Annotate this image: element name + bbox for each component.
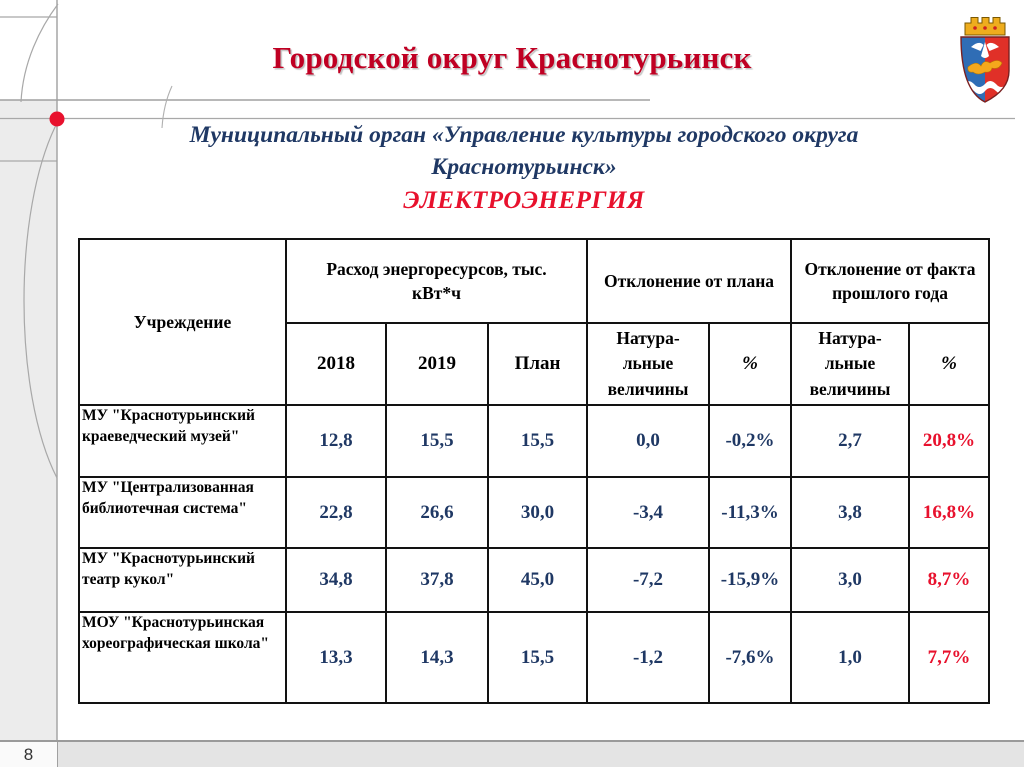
value-2018: 34,8	[285, 547, 387, 614]
institution-name: МУ "Централизованная библиотечная систем…	[78, 476, 287, 550]
value-plan: 15,5	[486, 611, 589, 705]
institution-name: МОУ "Краснотурьинская хореографическая ш…	[78, 611, 287, 705]
header-natural-fact: Натура-льные величины	[790, 321, 911, 407]
value-2019: 26,6	[385, 476, 489, 550]
value-2018: 22,8	[285, 476, 387, 550]
header-plan-deviation-group: Отклонение от плана	[586, 238, 793, 324]
deviation-plan-percent: -11,3%	[708, 476, 793, 550]
crown-gem	[973, 26, 977, 30]
deviation-plan-natural: -1,2	[586, 611, 711, 705]
marten-icon	[967, 60, 1003, 75]
deviation-fact-percent: 8,7%	[908, 547, 991, 614]
value-plan: 30,0	[486, 476, 589, 550]
value-2018: 12,8	[285, 404, 387, 479]
energy-consumption-table: Учреждение Расход энергоресурсов, тыс. к…	[78, 237, 991, 705]
deco-arc-small	[161, 85, 173, 129]
page-number: 8	[23, 744, 34, 764]
table-header-row-columns: 2018 2019 План Натура-льные величины % Н…	[79, 321, 991, 407]
wave-icon	[963, 81, 1007, 94]
header-2018: 2018	[285, 321, 387, 407]
table-row: МОУ "Краснотурьинская хореографическая ш…	[78, 611, 991, 705]
deviation-fact-natural: 3,8	[790, 476, 911, 550]
value-2019: 37,8	[385, 547, 489, 614]
header-percent-fact: %	[908, 321, 991, 407]
deco-arc-big	[23, 122, 58, 479]
deco-arc-top	[20, 3, 59, 103]
deviation-fact-natural: 3,0	[790, 547, 911, 614]
footer-bar: 8	[0, 740, 1024, 767]
header-percent-plan: %	[708, 321, 793, 407]
header-2019: 2019	[385, 321, 489, 407]
deviation-fact-percent: 16,8%	[908, 476, 991, 550]
left-stripe	[0, 100, 57, 740]
value-2019: 14,3	[385, 611, 489, 705]
shield-outline	[960, 36, 1010, 103]
table-row: МУ "Краснотурьинский театр кукол" 34,8 3…	[78, 547, 991, 614]
header-plan: План	[486, 321, 589, 407]
header-consumption-group-text: Расход энергоресурсов, тыс. кВт*ч	[326, 258, 547, 304]
page-title: Городской округ Краснотурьинск	[272, 40, 752, 75]
deviation-fact-percent: 7,7%	[908, 611, 991, 705]
value-plan: 15,5	[486, 404, 589, 479]
header-consumption-group: Расход энергоресурсов, тыс. кВт*ч	[284, 238, 589, 324]
subtitle-line-2: Краснотурьинск»	[431, 154, 617, 180]
krasnoturyinsk-coat-of-arms	[960, 17, 1010, 103]
slide-subtitle: Муниципальный орган «Управление культуры…	[36, 119, 1012, 183]
page-number-box: 8	[0, 742, 58, 767]
deviation-fact-natural: 2,7	[790, 404, 911, 479]
header-institution: Учреждение	[78, 237, 287, 407]
deviation-fact-percent: 20,8%	[908, 404, 991, 479]
subtitle-line-1: Муниципальный орган «Управление культуры…	[189, 122, 859, 148]
table-row: МУ "Краснотурьинский краеведческий музей…	[78, 404, 991, 479]
deviation-plan-percent: -7,6%	[708, 611, 793, 705]
header-natural-plan: Натура-льные величины	[586, 321, 711, 407]
falcon-icon	[971, 42, 999, 58]
crown-gem	[983, 26, 987, 30]
deviation-fact-natural: 1,0	[790, 611, 911, 705]
deviation-plan-natural: -7,2	[586, 547, 711, 614]
header-fact-deviation-group: Отклонение от факта прошлого года	[790, 238, 991, 324]
section-title: ЭЛЕКТРОЭНЕРГИЯ	[403, 187, 645, 214]
deviation-plan-natural: -3,4	[586, 476, 711, 550]
value-2018: 13,3	[285, 611, 387, 705]
table-row: МУ "Централизованная библиотечная систем…	[78, 476, 991, 550]
red-dot	[49, 111, 65, 127]
table-header-row-groups: Учреждение Расход энергоресурсов, тыс. к…	[78, 237, 991, 407]
deviation-plan-percent: -15,9%	[708, 547, 793, 614]
value-plan: 45,0	[486, 547, 589, 614]
institution-name: МУ "Краснотурьинский театр кукол"	[78, 547, 287, 614]
crown-gem	[993, 26, 997, 30]
deviation-plan-percent: -0,2%	[708, 404, 793, 479]
value-2019: 15,5	[385, 404, 489, 479]
institution-name: МУ "Краснотурьинский краеведческий музей…	[78, 404, 287, 479]
deviation-plan-natural: 0,0	[586, 404, 711, 479]
